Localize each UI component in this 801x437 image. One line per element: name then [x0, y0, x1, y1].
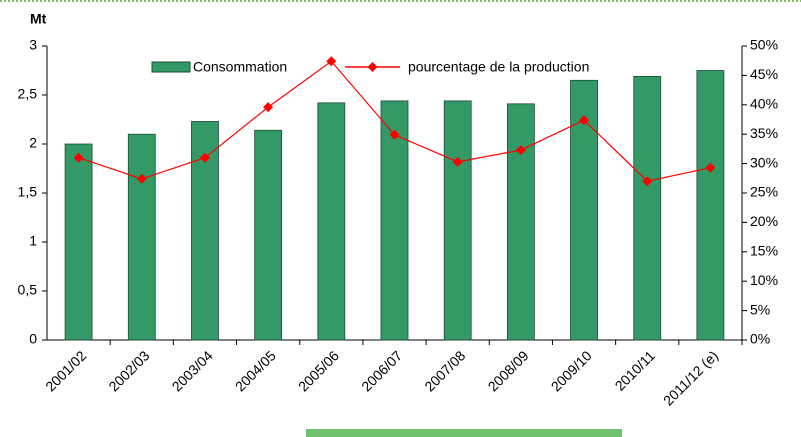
y-tick-label: 2 — [29, 135, 37, 151]
line-marker — [452, 156, 463, 167]
bar — [696, 70, 725, 341]
y-tick-label: 2,5 — [18, 86, 38, 102]
y-tick-label: 0 — [29, 331, 37, 347]
bar — [254, 129, 283, 341]
y-tick-label: 0,5 — [18, 282, 38, 298]
x-tick-label: 2002/03 — [105, 347, 152, 394]
y-tick-label: 3 — [29, 37, 37, 53]
y2-tick-label: 0% — [750, 331, 770, 347]
y-tick-label: 1 — [29, 233, 37, 249]
bar — [317, 102, 346, 341]
line-marker — [136, 173, 147, 184]
x-tick-label: 2006/07 — [358, 347, 405, 394]
bar — [443, 100, 472, 341]
x-tick-label: 2004/05 — [232, 347, 279, 394]
bottom-bar — [306, 429, 622, 437]
y2-tick-label: 45% — [750, 66, 778, 82]
bar — [380, 100, 409, 341]
x-tick-label: 2011/12 (e) — [660, 347, 721, 408]
line-marker — [642, 176, 653, 187]
y2-tick-label: 20% — [750, 213, 778, 229]
y2-tick-label: 10% — [750, 272, 778, 288]
y-tick-label: 1,5 — [18, 184, 38, 200]
line-marker — [73, 152, 84, 163]
x-tick-label: 2009/10 — [548, 347, 595, 394]
bar — [633, 75, 662, 341]
y2-tick-label: 35% — [750, 125, 778, 141]
line-marker — [515, 145, 526, 156]
y2-tick-label: 30% — [750, 154, 778, 170]
line-marker — [389, 129, 400, 140]
x-tick-label: 2007/08 — [421, 347, 468, 394]
y2-tick-label: 5% — [750, 301, 770, 317]
legend-marker — [367, 62, 378, 72]
x-tick-label: 2003/04 — [169, 347, 216, 394]
x-tick-label: 2008/09 — [485, 347, 532, 394]
legend-label: Consommation — [193, 59, 287, 75]
y2-tick-label: 40% — [750, 96, 778, 112]
bar — [127, 133, 156, 341]
y-axis-label: Mt — [30, 11, 47, 27]
legend-swatch — [151, 61, 191, 73]
y2-tick-label: 25% — [750, 184, 778, 200]
legend-label: pourcentage de la production — [408, 59, 589, 75]
x-tick-label: 2010/11 — [612, 347, 659, 394]
bar — [64, 143, 93, 341]
line-marker — [705, 162, 716, 173]
y2-tick-label: 15% — [750, 243, 778, 259]
line-marker — [326, 56, 337, 67]
line-marker — [199, 152, 210, 163]
line-marker — [579, 115, 590, 126]
bar — [506, 103, 535, 341]
line-marker — [263, 102, 274, 113]
y2-tick-label: 50% — [750, 37, 778, 53]
x-tick-label: 2005/06 — [295, 347, 342, 394]
x-tick-label: 2001/02 — [42, 347, 89, 394]
